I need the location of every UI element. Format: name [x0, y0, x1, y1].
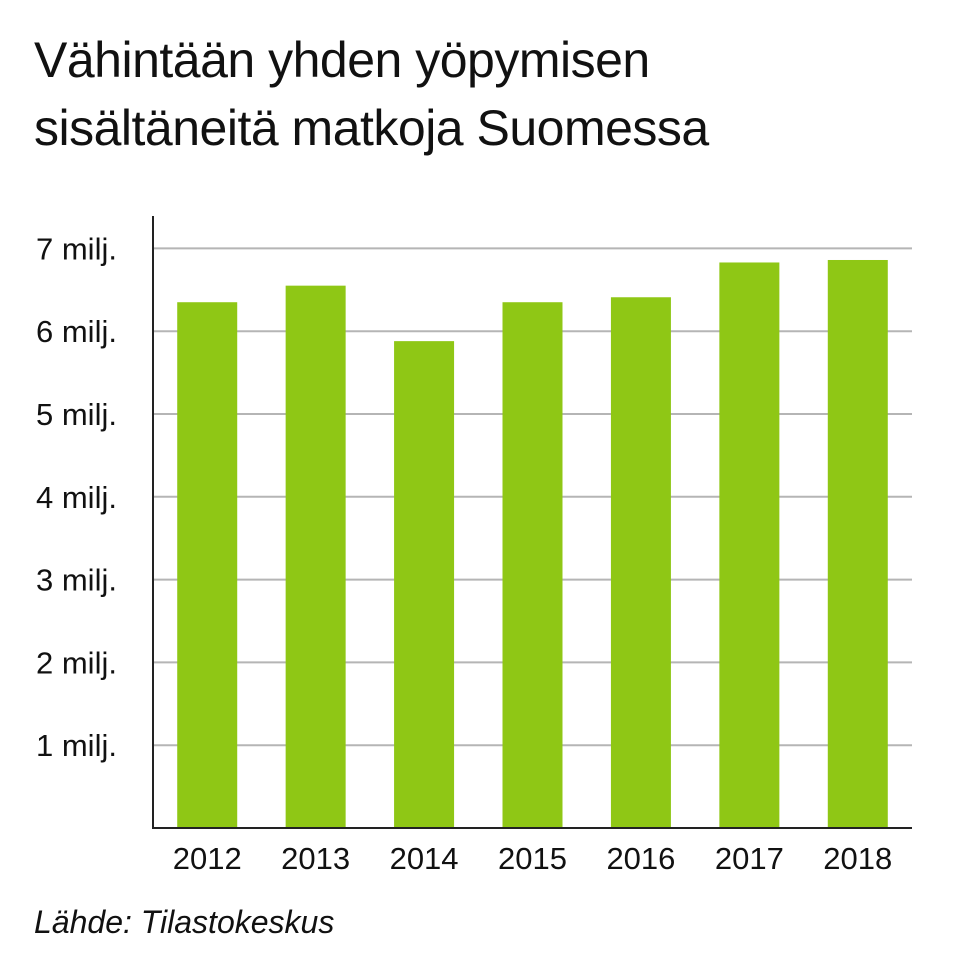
y-tick-labels: 1 milj. 2 milj. 3 milj. 4 milj. 5 milj. 6 mil…	[36, 231, 117, 763]
x-tick-label: 2017	[715, 841, 784, 876]
x-tick-label: 2016	[606, 841, 675, 876]
source-note: Lähde: Tilastokeskus	[34, 904, 335, 940]
bars	[177, 259, 888, 829]
x-tick-labels: 2012 2013 2014 2015 2016 2017 2018	[173, 841, 893, 876]
bar	[502, 302, 563, 829]
y-tick-label: 6 milj.	[36, 314, 117, 349]
bar	[827, 259, 888, 828]
chart-title: Vähintään yhden yöpymisen sisältäneitä m…	[34, 26, 934, 162]
chart-title-line-2: sisältäneitä matkoja Suomessa	[34, 100, 709, 156]
y-tick-label: 2 milj.	[36, 645, 117, 680]
x-tick-label: 2014	[390, 841, 459, 876]
bar	[177, 302, 238, 829]
y-tick-label: 7 milj.	[36, 231, 117, 266]
x-tick-label: 2018	[823, 841, 892, 876]
bar	[285, 285, 346, 828]
x-tick-label: 2013	[281, 841, 350, 876]
y-tick-label: 3 milj.	[36, 563, 117, 598]
x-tick-label: 2015	[498, 841, 567, 876]
chart-title-line-1: Vähintään yhden yöpymisen	[34, 32, 650, 88]
bar	[394, 341, 455, 828]
bar	[610, 297, 671, 828]
y-tick-label: 1 milj.	[36, 728, 117, 763]
y-tick-label: 5 milj.	[36, 397, 117, 432]
x-tick-label: 2012	[173, 841, 242, 876]
axes	[152, 216, 912, 829]
y-tick-label: 4 milj.	[36, 480, 117, 515]
bar	[719, 262, 780, 828]
